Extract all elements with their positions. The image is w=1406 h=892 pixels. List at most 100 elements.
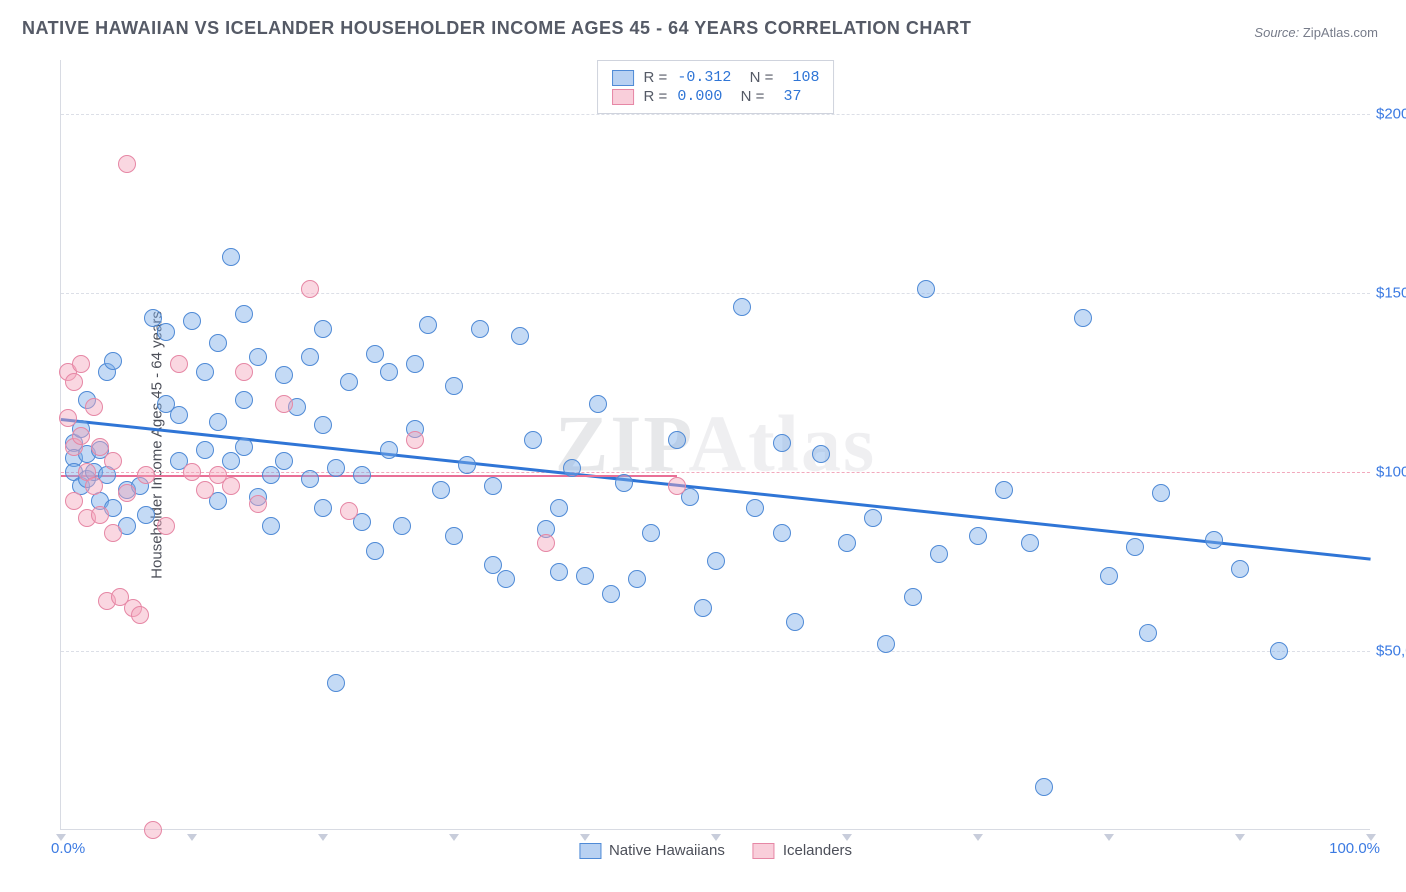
legend-stat-label: N =	[741, 69, 773, 86]
data-point-pink	[183, 463, 201, 481]
data-point-blue	[104, 352, 122, 370]
data-point-blue	[877, 635, 895, 653]
data-point-pink	[72, 355, 90, 373]
data-point-blue	[235, 391, 253, 409]
data-point-blue	[563, 459, 581, 477]
data-point-blue	[1205, 531, 1223, 549]
x-tick-mark	[1235, 834, 1245, 841]
data-point-blue	[458, 456, 476, 474]
data-point-pink	[118, 484, 136, 502]
data-point-blue	[694, 599, 712, 617]
data-point-blue	[668, 431, 686, 449]
x-tick-mark	[187, 834, 197, 841]
data-point-blue	[812, 445, 830, 463]
x-tick-label: 100.0%	[1329, 840, 1380, 857]
data-point-blue	[196, 363, 214, 381]
data-point-pink	[91, 506, 109, 524]
data-point-blue	[602, 585, 620, 603]
legend-r-value: -0.312	[677, 69, 731, 86]
data-point-blue	[497, 570, 515, 588]
x-tick-mark	[973, 834, 983, 841]
x-tick-mark	[711, 834, 721, 841]
source-value: ZipAtlas.com	[1303, 25, 1378, 40]
data-point-blue	[275, 452, 293, 470]
data-point-pink	[668, 477, 686, 495]
data-point-pink	[170, 355, 188, 373]
data-point-pink	[235, 363, 253, 381]
data-point-pink	[104, 524, 122, 542]
data-point-blue	[301, 348, 319, 366]
data-point-blue	[314, 416, 332, 434]
data-point-blue	[1021, 534, 1039, 552]
legend-series-label: Icelanders	[783, 842, 852, 859]
data-point-blue	[222, 248, 240, 266]
data-point-blue	[904, 588, 922, 606]
data-point-blue	[511, 327, 529, 345]
data-point-blue	[628, 570, 646, 588]
x-tick-mark	[580, 834, 590, 841]
data-point-pink	[537, 534, 555, 552]
data-point-blue	[1100, 567, 1118, 585]
x-tick-label: 0.0%	[51, 840, 85, 857]
scatter-plot-area: Householder Income Ages 45 - 64 years ZI…	[60, 60, 1370, 830]
data-point-blue	[642, 524, 660, 542]
data-point-blue	[550, 499, 568, 517]
data-point-pink	[144, 821, 162, 839]
data-point-blue	[1270, 642, 1288, 660]
data-point-pink	[222, 477, 240, 495]
y-tick-label: $150,000	[1372, 284, 1406, 301]
data-point-blue	[864, 509, 882, 527]
data-point-blue	[301, 470, 319, 488]
data-point-blue	[275, 366, 293, 384]
data-point-blue	[786, 613, 804, 631]
legend-stat-label: N =	[732, 88, 764, 105]
data-point-blue	[327, 459, 345, 477]
data-point-blue	[471, 320, 489, 338]
data-point-pink	[72, 427, 90, 445]
x-tick-mark	[1104, 834, 1114, 841]
data-point-blue	[340, 373, 358, 391]
data-point-blue	[432, 481, 450, 499]
legend-swatch-pink	[612, 89, 634, 105]
legend-n-value: 108	[783, 69, 819, 86]
data-point-blue	[746, 499, 764, 517]
data-point-pink	[85, 477, 103, 495]
data-point-pink	[301, 280, 319, 298]
data-point-blue	[615, 474, 633, 492]
data-point-blue	[262, 517, 280, 535]
data-point-blue	[445, 527, 463, 545]
data-point-blue	[249, 348, 267, 366]
legend-swatch-blue	[612, 70, 634, 86]
legend-stat-label: R =	[644, 88, 668, 105]
y-axis-label: Householder Income Ages 45 - 64 years	[148, 311, 165, 579]
data-point-pink	[85, 398, 103, 416]
data-point-blue	[1074, 309, 1092, 327]
legend-swatch-blue	[579, 843, 601, 859]
data-point-pink	[65, 492, 83, 510]
data-point-blue	[235, 305, 253, 323]
data-point-blue	[380, 363, 398, 381]
data-point-pink	[104, 452, 122, 470]
data-point-blue	[707, 552, 725, 570]
data-point-blue	[327, 674, 345, 692]
data-point-blue	[137, 506, 155, 524]
legend-item: Native Hawaiians	[579, 842, 725, 859]
legend-stat-label: R =	[644, 69, 668, 86]
data-point-blue	[183, 312, 201, 330]
y-tick-label: $50,000	[1372, 642, 1406, 659]
data-point-pink	[196, 481, 214, 499]
legend-series-label: Native Hawaiians	[609, 842, 725, 859]
gridline-horizontal	[61, 651, 1370, 652]
data-point-blue	[393, 517, 411, 535]
data-point-blue	[995, 481, 1013, 499]
series-legend: Native Hawaiians Icelanders	[579, 842, 852, 859]
data-point-blue	[773, 524, 791, 542]
data-point-blue	[1035, 778, 1053, 796]
data-point-blue	[773, 434, 791, 452]
data-point-blue	[733, 298, 751, 316]
data-point-blue	[314, 499, 332, 517]
data-point-blue	[969, 527, 987, 545]
data-point-blue	[484, 556, 502, 574]
data-point-blue	[380, 441, 398, 459]
data-point-blue	[1126, 538, 1144, 556]
